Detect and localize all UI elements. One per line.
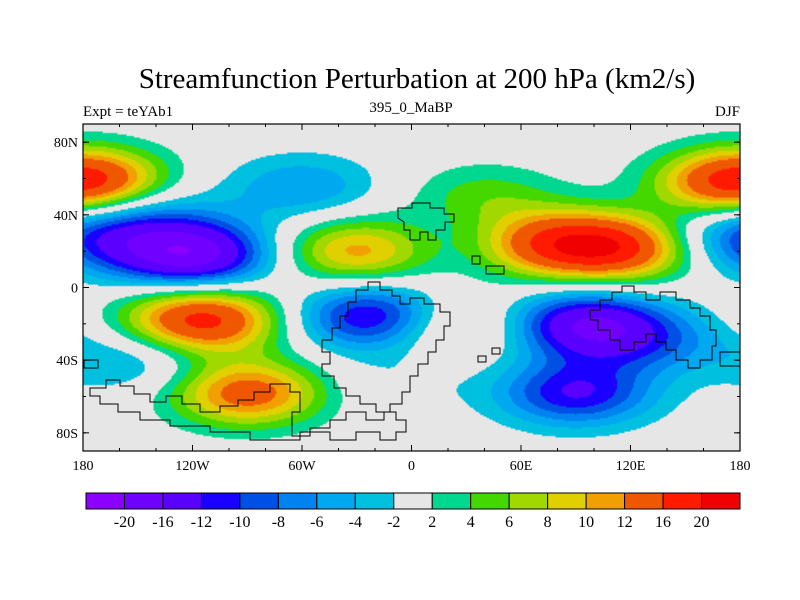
- colorbar-swatch: [200, 492, 241, 510]
- colorbar-swatch: [585, 492, 626, 510]
- colorbar-swatch: [85, 492, 125, 510]
- x-tick-label: 60W: [288, 459, 316, 474]
- colorbar-swatch: [354, 492, 395, 510]
- coastline-outline: [83, 202, 740, 441]
- streamfunction-field: [83, 124, 740, 451]
- colorbar-swatch: [431, 492, 472, 510]
- colorbar-swatch: [277, 492, 318, 510]
- colorbar-label: 20: [694, 514, 710, 531]
- colorbar-swatch: [508, 492, 549, 510]
- colorbar: -20 -16 -12 -10 -8 -6 -4 -2 2 4 6 8 10 12 16 20: [85, 492, 741, 531]
- x-tick-label: 120E: [616, 459, 646, 474]
- colorbar-swatch: [470, 492, 510, 510]
- colorbar-label: -4: [349, 514, 362, 531]
- colorbar-swatch: [624, 492, 664, 510]
- colorbar-swatch: [393, 492, 433, 510]
- x-tick-label: 120W: [175, 459, 210, 474]
- chart-title: Streamfunction Perturbation at 200 hPa (…: [139, 63, 696, 95]
- experiment-label: Expt = teYAb1: [83, 104, 173, 120]
- x-tick-label: 180: [73, 459, 94, 474]
- colorbar-label: 16: [655, 514, 671, 531]
- colorbar-swatch: [701, 492, 741, 510]
- y-tick-label: 0: [71, 282, 78, 297]
- colorbar-label: -20: [114, 514, 135, 531]
- y-tick-label: 80N: [54, 136, 78, 151]
- y-axis: 80N 40N 0 40S 80S: [54, 136, 740, 442]
- y-tick-label: 80S: [56, 427, 78, 442]
- x-tick-label: 0: [408, 459, 415, 474]
- x-axis: 180 120W 60W 0 60E 120E 180: [73, 124, 751, 474]
- colorbar-label: 2: [428, 514, 436, 531]
- colorbar-swatch: [162, 492, 202, 510]
- colorbar-swatch: [662, 492, 703, 510]
- colorbar-label: -8: [272, 514, 285, 531]
- colorbar-label: -10: [229, 514, 250, 531]
- colorbar-label: -2: [387, 514, 400, 531]
- y-tick-label: 40S: [56, 354, 78, 369]
- colorbar-label: 10: [578, 514, 594, 531]
- y-tick-label: 40N: [54, 209, 78, 224]
- colorbar-label: -6: [310, 514, 323, 531]
- colorbar-swatch: [547, 492, 587, 510]
- colorbar-label: -16: [152, 514, 173, 531]
- colorbar-label: 8: [544, 514, 552, 531]
- x-tick-label: 60E: [510, 459, 533, 474]
- x-tick-label: 180: [730, 459, 751, 474]
- colorbar-label: 12: [617, 514, 633, 531]
- colorbar-swatch: [316, 492, 356, 510]
- season-label: DJF: [715, 104, 740, 120]
- colorbar-swatch: [239, 492, 279, 510]
- run-label: 395_0_MaBP: [369, 100, 452, 116]
- colorbar-label: 6: [505, 514, 513, 531]
- colorbar-label: 4: [467, 514, 475, 531]
- colorbar-swatch: [123, 492, 164, 510]
- colorbar-label: -12: [191, 514, 212, 531]
